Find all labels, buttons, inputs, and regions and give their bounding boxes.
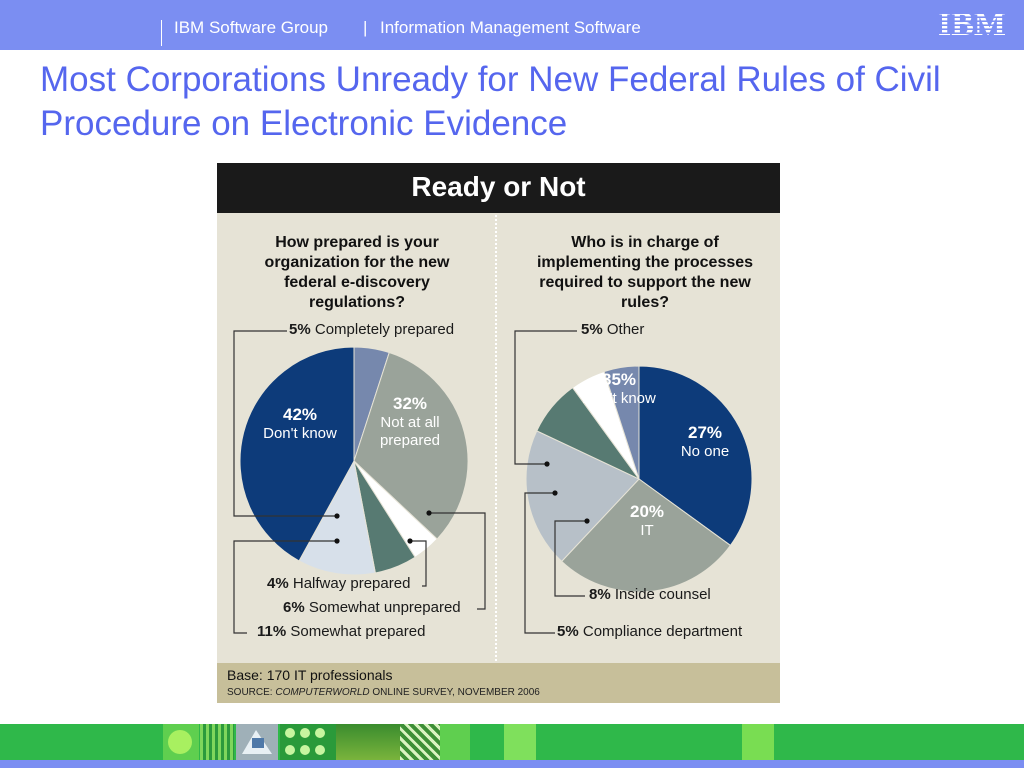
survey-source: SOURCE: COMPUTERWORLD ONLINE SURVEY, NOV… xyxy=(227,687,540,698)
right-pie xyxy=(525,365,753,593)
pie-slice-don-t-know xyxy=(239,346,355,562)
footer-tile xyxy=(336,724,400,760)
pie-slice-no-one xyxy=(560,478,732,593)
slide-title: Most Corporations Unready for New Federa… xyxy=(40,60,941,143)
label-completely-prepared: 5% Completely prepared xyxy=(289,321,455,338)
footer-tile xyxy=(504,724,536,760)
label-not-at-all-prepared: 32% Not at all prepared xyxy=(379,394,441,450)
right-question: Who is in charge of implementing the pro… xyxy=(536,234,754,311)
pie-slice-don-t-know xyxy=(638,365,753,547)
label-dont-know-right: 35% Don't know xyxy=(582,370,656,408)
leader-other xyxy=(514,330,577,465)
footer-tile xyxy=(280,724,336,760)
footer-line xyxy=(0,760,1024,768)
panel-divider xyxy=(495,215,497,665)
label-no-one: 27% No one xyxy=(680,423,730,461)
leader-dots xyxy=(334,461,590,544)
ibm-logo: IBM xyxy=(938,6,1006,40)
header-group: IBM Software Group xyxy=(174,18,329,37)
label-other: 5% Other xyxy=(581,321,645,338)
footer-tile xyxy=(200,724,234,760)
footer-tile xyxy=(236,724,278,760)
footer-tile xyxy=(163,724,199,760)
header-bar: IBM Software Group | Information Managem… xyxy=(0,0,1024,50)
label-compliance-department: 5% Compliance department xyxy=(557,623,743,640)
header-separator xyxy=(161,20,162,46)
leader-halfway xyxy=(410,540,427,587)
left-pie xyxy=(239,346,469,576)
label-somewhat-unprepared: 6% Somewhat unprepared xyxy=(283,599,461,616)
leader-compliance xyxy=(524,492,555,634)
label-it: 20% IT xyxy=(629,502,665,540)
pie-slice-other xyxy=(603,365,640,480)
infographic-footer: Base: 170 IT professionals SOURCE: COMPU… xyxy=(217,663,780,703)
leader-lines xyxy=(233,330,587,634)
footer-tile xyxy=(440,724,470,760)
pie-slice-not-at-all-prepared xyxy=(353,351,469,540)
infographic-title: Ready or Not xyxy=(411,171,586,202)
label-halfway-prepared: 4% Halfway prepared xyxy=(267,575,411,592)
leader-completely xyxy=(233,330,337,517)
header-pipe: | xyxy=(363,18,368,37)
infographic: Ready or Not How prepared is your organi… xyxy=(217,163,780,703)
header-division: Information Management Software xyxy=(380,18,641,37)
pie-slice-it xyxy=(525,430,640,563)
label-dont-know-left: 42% Don't know xyxy=(263,405,337,443)
label-inside-counsel: 8% Inside counsel xyxy=(589,586,711,603)
ibm-logo-text: IBM xyxy=(938,6,1006,40)
left-question: How prepared is your organization for th… xyxy=(264,234,450,311)
leader-somewhat xyxy=(233,540,337,634)
survey-base: Base: 170 IT professionals xyxy=(227,667,393,683)
footer-tile xyxy=(742,724,774,760)
pie-charts xyxy=(233,330,753,634)
leader-unprepared xyxy=(429,512,486,610)
label-somewhat-prepared: 11% Somewhat prepared xyxy=(257,623,426,640)
footer-tile xyxy=(400,724,440,760)
leader-inside-counsel xyxy=(554,520,587,597)
infographic-header: Ready or Not xyxy=(217,163,780,213)
footer-strip xyxy=(0,724,1024,760)
